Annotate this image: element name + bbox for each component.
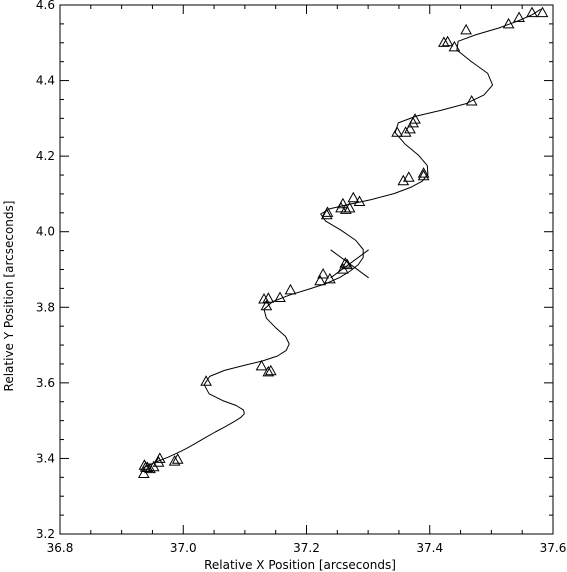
y-tick-label: 3.4 <box>36 451 55 465</box>
data-point-triangle <box>317 267 329 279</box>
data-point-triangle <box>404 122 416 134</box>
fit-curve-line <box>142 8 541 469</box>
x-tick-label: 37.0 <box>170 541 197 555</box>
data-point-triangle <box>417 169 430 181</box>
data-point-triangle <box>260 299 273 311</box>
x-tick-label: 36.8 <box>47 541 74 555</box>
data-point-triangle <box>324 272 336 284</box>
fit-curve-group <box>142 8 541 469</box>
cross-marker <box>330 249 369 279</box>
data-point-triangle <box>391 126 403 137</box>
y-tick-label: 4.6 <box>36 0 55 12</box>
data-point-triangle <box>407 116 419 128</box>
axes: 36.8 37.0 37.2 37.4 37.6 3.2 3.4 3.6 3.8 4.0 4.2 4.… <box>36 0 566 555</box>
data-point-triangle <box>526 6 538 18</box>
data-point-triangle <box>314 274 326 286</box>
data-point-triangle <box>502 17 515 29</box>
data-point-triangle <box>152 456 165 467</box>
y-tick-label: 3.2 <box>36 527 55 541</box>
data-point-triangle <box>417 167 430 178</box>
data-point-triangle <box>262 365 275 377</box>
data-point-triangle <box>144 462 156 474</box>
data-point-triangle <box>397 174 410 186</box>
data-point-triangle <box>264 364 277 376</box>
data-point-triangle <box>513 11 525 22</box>
data-point-triangle <box>347 191 360 203</box>
data-point-triangle <box>262 292 275 303</box>
y-tick-label: 4.0 <box>36 225 55 239</box>
y-axis-label: Relative Y Position [arcseconds] <box>2 201 16 392</box>
data-point-triangle <box>168 455 181 466</box>
data-point-triangle <box>274 291 286 302</box>
data-markers <box>137 6 549 478</box>
data-point-triangle <box>337 197 349 209</box>
data-point-triangle <box>438 36 450 47</box>
data-point-triangle <box>402 171 415 182</box>
data-point-triangle <box>255 359 268 371</box>
data-point-triangle <box>171 453 184 464</box>
data-point-triangle <box>284 283 297 295</box>
data-point-triangle <box>536 6 549 18</box>
data-point-triangle <box>141 461 154 472</box>
data-point-triangle <box>465 94 478 106</box>
data-point-triangle <box>153 452 166 463</box>
data-point-triangle <box>321 206 334 217</box>
data-point-triangle <box>340 203 352 214</box>
data-point-triangle <box>399 126 412 137</box>
data-point-triangle <box>200 375 212 386</box>
y-tick-label: 3.8 <box>36 300 55 314</box>
data-point-triangle <box>448 40 461 52</box>
x-tick-label: 37.6 <box>540 541 567 555</box>
y-tick-label: 3.6 <box>36 376 55 390</box>
data-point-triangle <box>441 35 454 47</box>
plot-frame <box>59 4 554 535</box>
data-point-triangle <box>353 195 366 206</box>
data-point-triangle <box>343 201 356 213</box>
y-tick-label: 4.2 <box>36 149 55 163</box>
data-point-triangle <box>460 23 472 35</box>
x-axis-label: Relative X Position [arcseconds] <box>204 558 396 572</box>
cross-marker-stroke <box>330 249 369 279</box>
data-point-triangle <box>258 292 270 304</box>
data-point-triangle <box>320 208 333 220</box>
x-tick-label: 37.2 <box>293 541 320 555</box>
x-tick-label: 37.4 <box>416 541 443 555</box>
y-tick-label: 4.4 <box>36 74 55 88</box>
